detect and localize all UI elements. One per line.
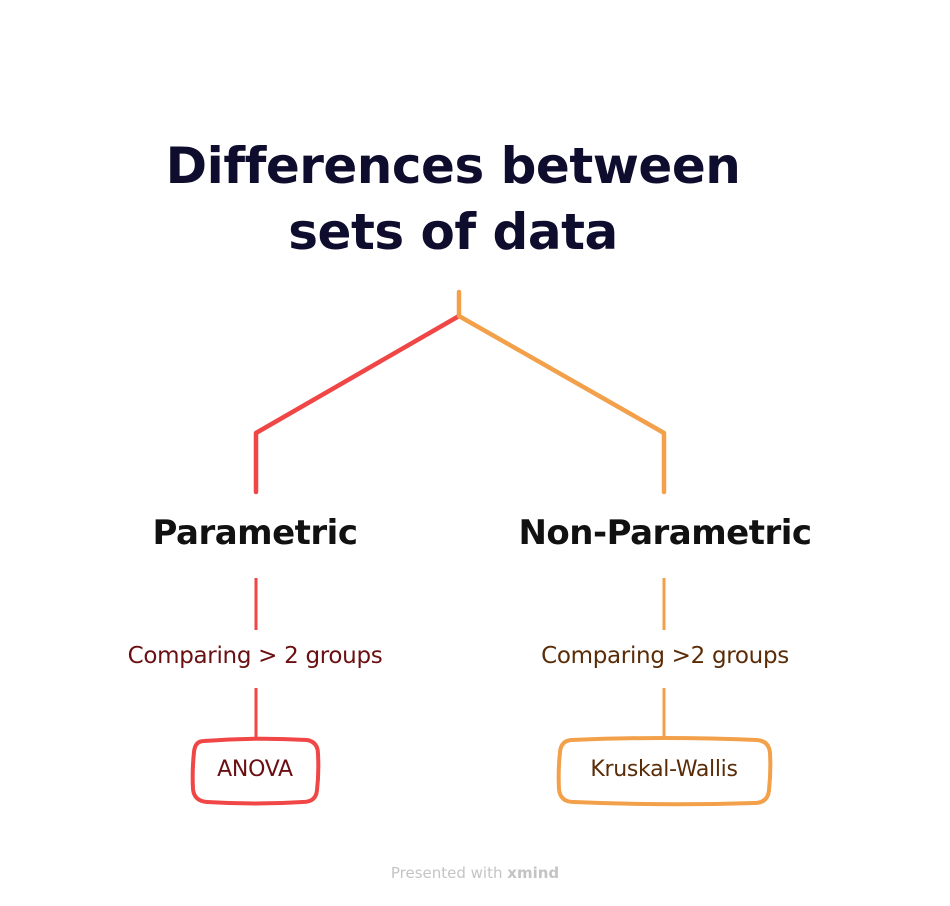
diagram-title-line-2: sets of data — [288, 203, 618, 261]
xmind-logo-text: xmind — [507, 864, 560, 882]
subtopic-kruskal-wallis[interactable]: Kruskal-Wallis — [590, 757, 738, 782]
branch-connector-nonparametric — [456, 313, 667, 495]
diagram-title-line-1: Differences between — [165, 137, 741, 195]
footer-attribution: Presented with xmind — [0, 864, 950, 882]
kruskal-box-outline — [556, 736, 773, 807]
subtopic-anova[interactable]: ANOVA — [217, 757, 293, 782]
topic-parametric[interactable]: Parametric — [152, 513, 358, 553]
subtopic-parametric-criterion[interactable]: Comparing > 2 groups — [127, 643, 383, 669]
anova-box-outline — [190, 736, 321, 806]
subtopic-non-parametric-criterion[interactable]: Comparing >2 groups — [541, 643, 789, 669]
footer-prefix: Presented with — [390, 864, 503, 882]
topic-non-parametric[interactable]: Non-Parametric — [518, 513, 812, 553]
branch-connector-parametric — [253, 313, 462, 495]
